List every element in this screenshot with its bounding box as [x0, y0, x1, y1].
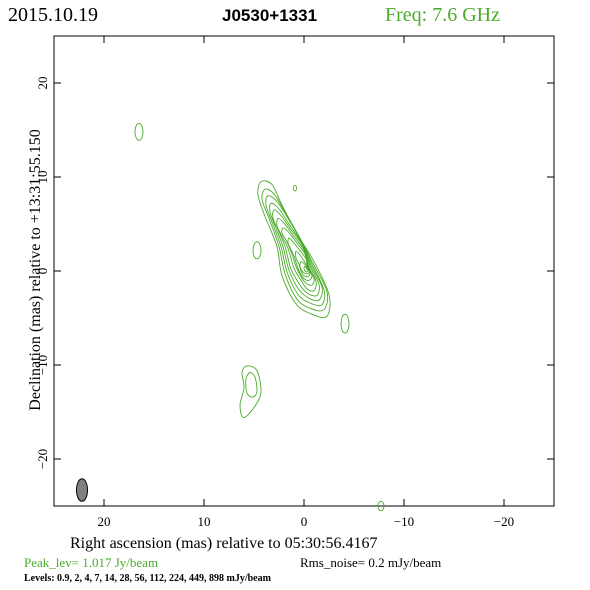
- axis-ticks: [54, 36, 554, 506]
- beam-shape: [76, 478, 88, 502]
- main-contour: [269, 202, 323, 302]
- main-contour: [299, 261, 310, 275]
- x-tick-label: 0: [301, 514, 308, 529]
- main-contour: [257, 180, 331, 318]
- main-contour: [276, 217, 317, 292]
- minor-contour: [340, 313, 350, 334]
- x-tick-label: 10: [198, 514, 211, 529]
- y-tick-label: 20: [35, 77, 50, 90]
- y-tick-label: −20: [35, 449, 50, 469]
- contour-levels: Levels: 0.9, 2, 4, 7, 14, 28, 56, 112, 2…: [24, 573, 271, 584]
- southern-contour: [245, 372, 258, 398]
- y-axis-label: Declination (mas) relative to +13:31:55.…: [27, 129, 44, 411]
- beam-ellipse: [76, 478, 88, 502]
- y-tick-label: 10: [35, 171, 50, 184]
- contour-lines: [134, 122, 385, 512]
- x-tick-label: −20: [494, 514, 514, 529]
- plot-frame: [53, 35, 555, 507]
- y-tick-label: −10: [35, 355, 50, 375]
- x-axis-label: Right ascension (mas) relative to 05:30:…: [70, 535, 378, 552]
- minor-contour: [134, 122, 144, 141]
- rms-noise: Rms_noise= 0.2 mJy/beam: [300, 555, 442, 570]
- southern-contour: [239, 365, 262, 419]
- minor-contour: [252, 241, 262, 260]
- source-name: J0530+1331: [222, 6, 318, 25]
- minor-contour: [377, 500, 385, 512]
- y-tick-label: 0: [35, 268, 50, 275]
- main-contour: [287, 237, 313, 281]
- main-contour: [265, 195, 326, 307]
- main-contour: [281, 227, 315, 286]
- main-contour: [295, 250, 311, 278]
- x-tick-label: −10: [394, 514, 414, 529]
- axis-tick-labels: 20 10 0 −10 −20 20 10 0 −10 −20: [35, 77, 514, 530]
- minor-contour: [293, 185, 297, 192]
- x-tick-label: 20: [98, 514, 111, 529]
- observation-date: 2015.10.19: [8, 4, 98, 26]
- frequency-label: Freq: 7.6 GHz: [385, 4, 500, 26]
- main-contour: [261, 188, 329, 312]
- peak-level: Peak_lev= 1.017 Jy/beam: [24, 555, 159, 570]
- main-contour: [303, 265, 308, 273]
- main-contour: [272, 209, 320, 297]
